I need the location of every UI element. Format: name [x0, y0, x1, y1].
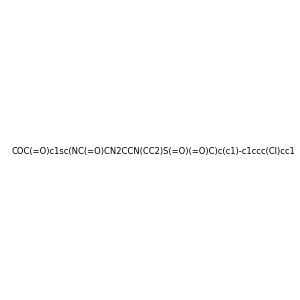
Text: COC(=O)c1sc(NC(=O)CN2CCN(CC2)S(=O)(=O)C)c(c1)-c1ccc(Cl)cc1: COC(=O)c1sc(NC(=O)CN2CCN(CC2)S(=O)(=O)C)… — [12, 147, 296, 156]
